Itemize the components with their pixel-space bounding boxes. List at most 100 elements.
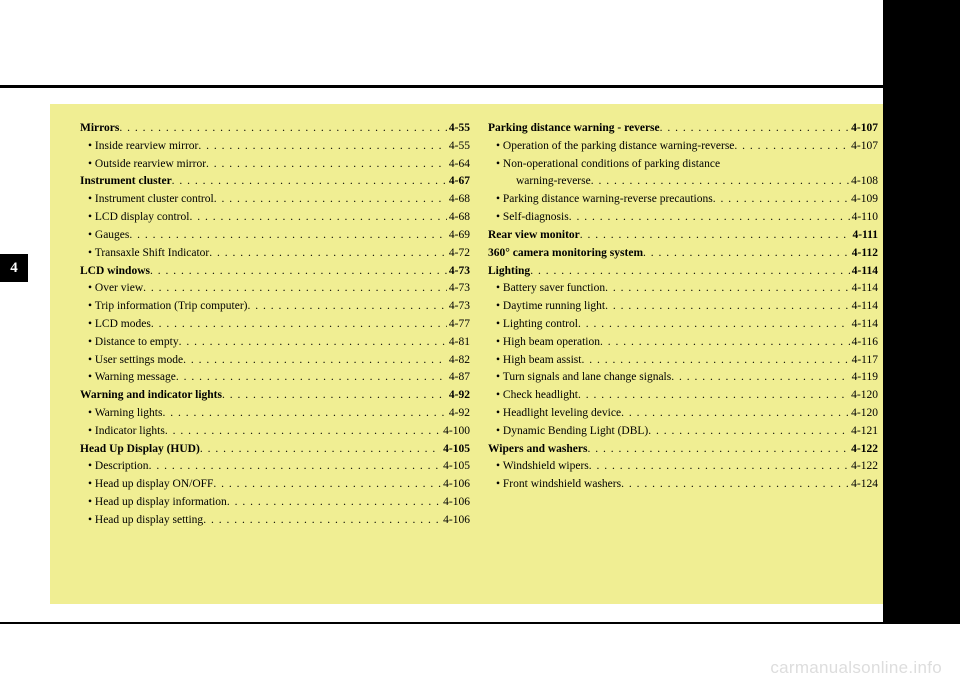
toc-page: 4-92 xyxy=(447,405,470,423)
toc-page: 4-69 xyxy=(447,227,470,245)
toc-label: Rear view monitor xyxy=(488,227,580,245)
bottom-rule xyxy=(0,622,960,624)
toc-dots xyxy=(150,263,447,281)
toc-dots xyxy=(621,476,849,494)
toc-row: • Windshield wipers4-122 xyxy=(488,458,878,476)
toc-dots xyxy=(129,227,447,245)
toc-label: Head Up Display (HUD) xyxy=(80,441,200,459)
toc-dots xyxy=(213,476,441,494)
toc-label: • Transaxle Shift Indicator xyxy=(88,245,209,263)
toc-dots xyxy=(200,441,441,459)
toc-row: • Inside rearview mirror4-55 xyxy=(80,138,470,156)
watermark-text: carmanualsonline.info xyxy=(770,658,942,678)
side-black-strip xyxy=(883,0,960,624)
toc-label: Parking distance warning - reverse xyxy=(488,120,660,138)
toc-label: LCD windows xyxy=(80,263,150,281)
toc-row: Wipers and washers4-122 xyxy=(488,441,878,459)
toc-row: • High beam operation 4-116 xyxy=(488,334,878,352)
toc-label: Mirrors xyxy=(80,120,119,138)
toc-page: 4-110 xyxy=(850,209,878,227)
toc-dots xyxy=(660,120,850,138)
toc-label: • Warning message xyxy=(88,369,176,387)
toc-row: • Instrument cluster control4-68 xyxy=(80,191,470,209)
toc-row: • Distance to empty 4-81 xyxy=(80,334,470,352)
toc-label: • Headlight leveling device xyxy=(496,405,621,423)
toc-label: • High beam assist xyxy=(496,352,581,370)
toc-label: • Operation of the parking distance warn… xyxy=(496,138,734,156)
toc-row: • LCD modes4-77 xyxy=(80,316,470,334)
toc-page: 4-106 xyxy=(441,494,470,512)
toc-dots xyxy=(578,316,850,334)
toc-page: 4-81 xyxy=(447,334,470,352)
toc-row: • Warning message 4-87 xyxy=(80,369,470,387)
toc-dots xyxy=(206,156,447,174)
toc-dots xyxy=(143,280,447,298)
toc-page: 4-114 xyxy=(850,280,878,298)
toc-row: • Dynamic Bending Light (DBL)4-121 xyxy=(488,423,878,441)
toc-page: 4-73 xyxy=(447,280,470,298)
toc-dots xyxy=(189,209,446,227)
toc-dots xyxy=(179,334,447,352)
toc-row: Head Up Display (HUD) 4-105 xyxy=(80,441,470,459)
toc-dots xyxy=(203,512,441,530)
toc-label: • Windshield wipers xyxy=(496,458,589,476)
toc-label: Lighting xyxy=(488,263,530,281)
toc-page: 4-117 xyxy=(850,352,878,370)
toc-row: • User settings mode4-82 xyxy=(80,352,470,370)
toc-label: • Gauges xyxy=(88,227,129,245)
toc-label: • Distance to empty xyxy=(88,334,179,352)
toc-page: 4-120 xyxy=(849,387,878,405)
toc-label: • Dynamic Bending Light (DBL) xyxy=(496,423,648,441)
toc-page: 4-55 xyxy=(447,138,470,156)
toc-dots xyxy=(643,245,850,263)
toc-row: • Lighting control4-114 xyxy=(488,316,878,334)
toc-dots xyxy=(605,298,849,316)
toc-page: 4-114 xyxy=(850,263,878,281)
toc-dots xyxy=(648,423,849,441)
toc-page: 4-68 xyxy=(447,191,470,209)
toc-row: • Head up display ON/OFF4-106 xyxy=(80,476,470,494)
toc-row: • Front windshield washers4-124 xyxy=(488,476,878,494)
toc-label: Instrument cluster xyxy=(80,173,172,191)
toc-row: • Headlight leveling device4-120 xyxy=(488,405,878,423)
toc-row: 360° camera monitoring system4-112 xyxy=(488,245,878,263)
toc-label: • Description xyxy=(88,458,149,476)
toc-label: • Trip information (Trip computer) xyxy=(88,298,248,316)
toc-row: • Head up display setting4-106 xyxy=(80,512,470,530)
toc-row: • Daytime running light 4-114 xyxy=(488,298,878,316)
toc-label: • User settings mode xyxy=(88,352,183,370)
toc-row: • Operation of the parking distance warn… xyxy=(488,138,878,156)
chapter-tab: 4 xyxy=(0,254,28,282)
toc-label: • High beam operation xyxy=(496,334,600,352)
toc-row: • LCD display control4-68 xyxy=(80,209,470,227)
toc-dots xyxy=(600,334,850,352)
toc-label: • Daytime running light xyxy=(496,298,605,316)
toc-page: 4-107 xyxy=(849,120,878,138)
toc-dots xyxy=(183,352,447,370)
toc-page: 4-73 xyxy=(447,263,470,281)
toc-label: • Head up display ON/OFF xyxy=(88,476,213,494)
top-rule xyxy=(0,85,883,88)
toc-row: warning-reverse4-108 xyxy=(488,173,878,191)
toc-page: 4-122 xyxy=(849,441,878,459)
toc-row: • Check headlight4-120 xyxy=(488,387,878,405)
toc-dots xyxy=(530,263,850,281)
toc-page: 4-72 xyxy=(447,245,470,263)
toc-page: 4-107 xyxy=(849,138,878,156)
toc-page: 4-87 xyxy=(447,369,470,387)
toc-label: • Over view xyxy=(88,280,143,298)
toc-label: • Front windshield washers xyxy=(496,476,621,494)
toc-dots xyxy=(119,120,447,138)
toc-dots xyxy=(671,369,849,387)
toc-dots xyxy=(214,191,447,209)
toc-page: 4-64 xyxy=(447,156,470,174)
toc-page: 4-114 xyxy=(850,298,878,316)
toc-dots xyxy=(222,387,447,405)
toc-page: 4-105 xyxy=(441,441,470,459)
toc-row: • Warning lights4-92 xyxy=(80,405,470,423)
toc-dots xyxy=(151,316,447,334)
toc-row: LCD windows 4-73 xyxy=(80,263,470,281)
toc-row: • Gauges 4-69 xyxy=(80,227,470,245)
toc-page: 4-116 xyxy=(850,334,878,352)
toc-page: 4-67 xyxy=(447,173,470,191)
